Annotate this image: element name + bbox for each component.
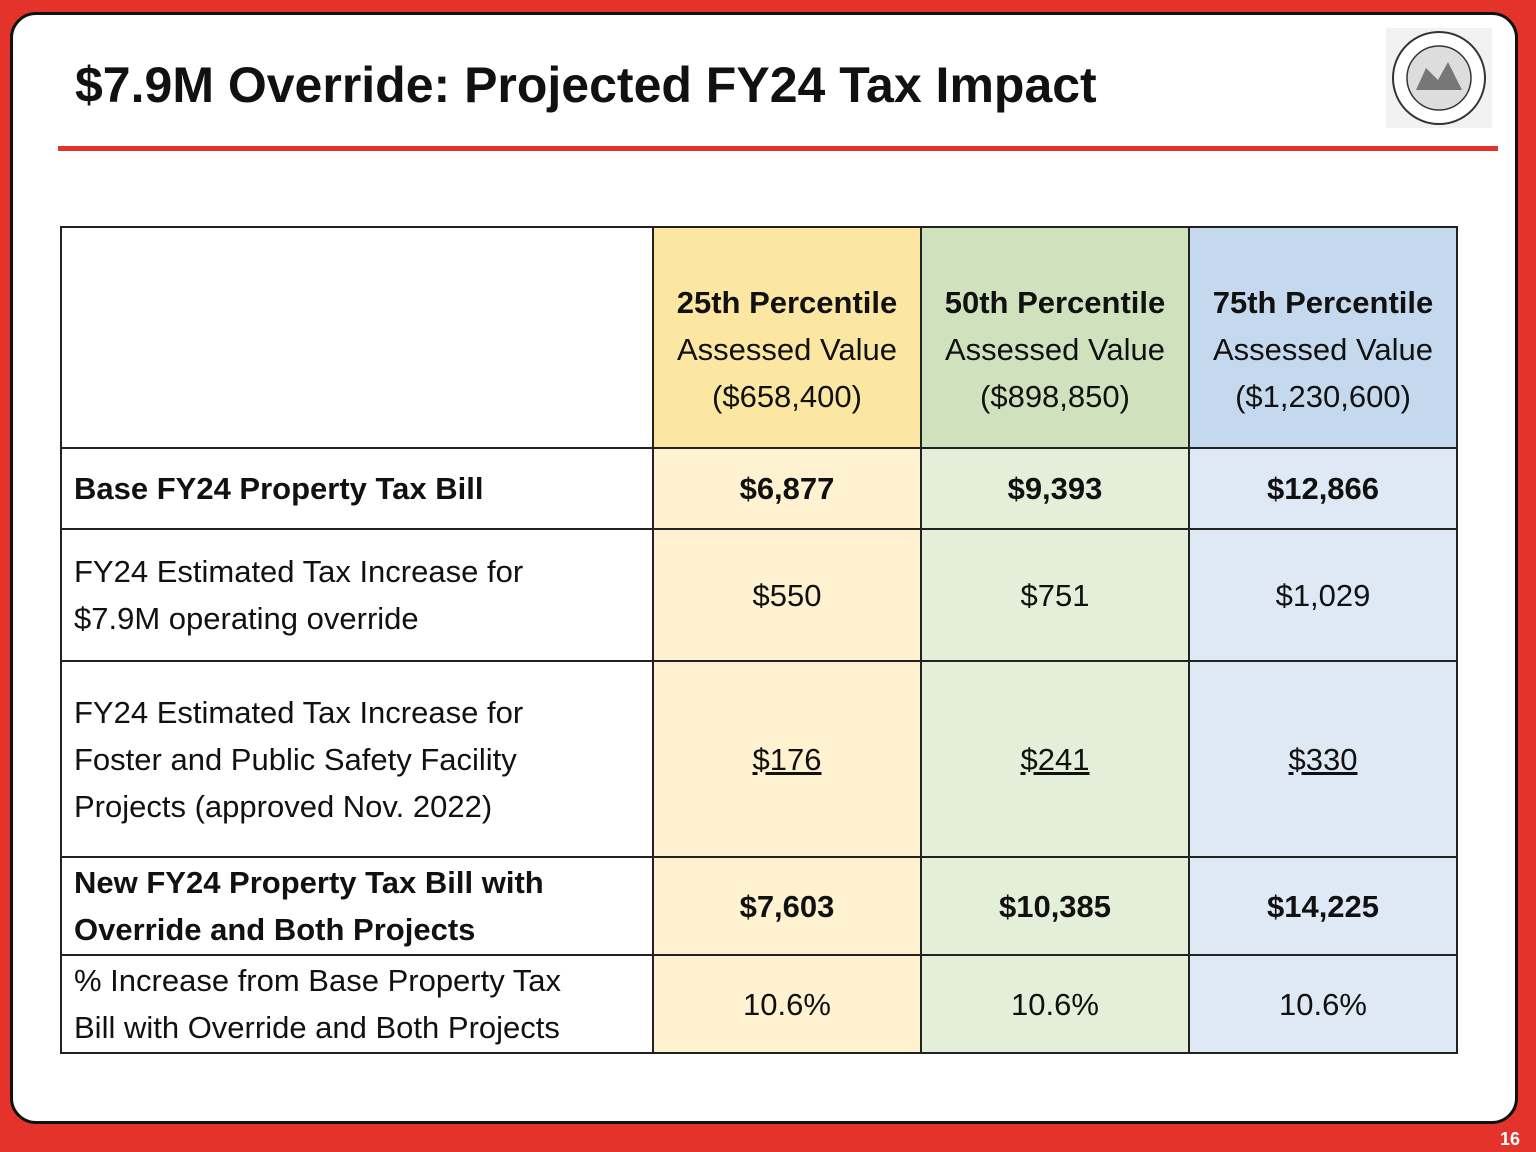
row-label-line: % Increase from Base Property Tax xyxy=(74,963,562,998)
value-text: $550 xyxy=(752,577,822,613)
row-label-line: Bill with Override and Both Projects xyxy=(74,1010,560,1045)
row-value: $9,393 xyxy=(920,447,1190,530)
row-value: 10.6% xyxy=(1188,954,1458,1054)
row-value: $6,877 xyxy=(652,447,922,530)
table-row: FY24 Estimated Tax Increase for Foster an… xyxy=(60,660,1458,858)
header-cell: 25th Percentile Assessed Value ($658,400) xyxy=(652,226,922,449)
column-percentile: 25th Percentile xyxy=(676,285,898,320)
row-label-line: Override and Both Projects xyxy=(74,912,476,947)
row-label: % Increase from Base Property Tax Bill wi… xyxy=(60,954,654,1054)
value-text: 10.6% xyxy=(1279,986,1367,1022)
row-label-line: Projects (approved Nov. 2022) xyxy=(74,788,493,824)
row-value: $10,385 xyxy=(920,856,1190,956)
row-value: 10.6% xyxy=(920,954,1190,1054)
value-text: $9,393 xyxy=(1007,471,1103,506)
row-value: $241 xyxy=(920,660,1190,858)
header-row: 25th Percentile Assessed Value ($658,400) 5… xyxy=(60,226,1458,449)
row-value: $7,603 xyxy=(652,856,922,956)
row-value: $12,866 xyxy=(1188,447,1458,530)
page-number: 16 xyxy=(1499,1129,1520,1149)
table-row: % Increase from Base Property Tax Bill wi… xyxy=(60,954,1458,1054)
row-label: FY24 Estimated Tax Increase for Foster an… xyxy=(60,660,654,858)
row-label-line: $7.9M operating override xyxy=(74,601,419,636)
value-text: $751 xyxy=(1020,577,1090,613)
value-text: $241 xyxy=(1020,741,1090,777)
row-value: $550 xyxy=(652,528,922,662)
value-text: $7,603 xyxy=(739,888,835,924)
row-value: $330 xyxy=(1188,660,1458,858)
value-text: $14,225 xyxy=(1266,888,1380,924)
row-label: FY24 Estimated Tax Increase for $7.9M ope… xyxy=(60,528,654,662)
row-value: 10.6% xyxy=(652,954,922,1054)
value-text: $6,877 xyxy=(739,471,835,506)
value-text: 10.6% xyxy=(743,986,831,1022)
value-text: $330 xyxy=(1288,741,1358,777)
table-row: Base FY24 Property Tax Bill $6,877 $9,393 $… xyxy=(60,447,1458,530)
value-text: 10.6% xyxy=(1011,986,1099,1022)
value-text: $176 xyxy=(752,741,822,777)
column-percentile: 75th Percentile xyxy=(1212,285,1434,320)
row-value: $176 xyxy=(652,660,922,858)
town-seal xyxy=(1386,28,1492,128)
table-row: New FY24 Property Tax Bill with Override … xyxy=(60,856,1458,956)
row-label-line: FY24 Estimated Tax Increase for xyxy=(74,694,524,730)
title-rule xyxy=(58,146,1498,151)
row-value: $1,029 xyxy=(1188,528,1458,662)
slide-title: $7.9M Override: Projected FY24 Tax Impac… xyxy=(75,57,1097,113)
row-label: New FY24 Property Tax Bill with Override … xyxy=(60,856,654,956)
row-label-line: FY24 Estimated Tax Increase for xyxy=(74,554,524,589)
column-value: ($898,850) xyxy=(980,379,1130,414)
column-value: ($658,400) xyxy=(712,379,862,414)
column-measure: Assessed Value xyxy=(677,332,897,367)
tax-table: 25th Percentile Assessed Value ($658,400) 5… xyxy=(60,226,1458,1054)
header-cell: 50th Percentile Assessed Value ($898,850) xyxy=(920,226,1190,449)
header-blank xyxy=(60,226,654,449)
value-text: $10,385 xyxy=(998,888,1112,924)
column-value: ($1,230,600) xyxy=(1235,379,1411,414)
row-label-line: New FY24 Property Tax Bill with xyxy=(74,865,544,900)
column-measure: Assessed Value xyxy=(945,332,1165,367)
row-label-line: Foster and Public Safety Facility xyxy=(74,741,517,777)
row-label: Base FY24 Property Tax Bill xyxy=(60,447,654,530)
value-text: $1,029 xyxy=(1275,577,1371,613)
table-row: FY24 Estimated Tax Increase for $7.9M ope… xyxy=(60,528,1458,662)
header-cell: 75th Percentile Assessed Value ($1,230,600… xyxy=(1188,226,1458,449)
column-percentile: 50th Percentile xyxy=(944,285,1166,320)
column-measure: Assessed Value xyxy=(1213,332,1433,367)
row-value: $751 xyxy=(920,528,1190,662)
value-text: $12,866 xyxy=(1266,471,1380,506)
row-label-line: Base FY24 Property Tax Bill xyxy=(74,471,484,506)
row-value: $14,225 xyxy=(1188,856,1458,956)
